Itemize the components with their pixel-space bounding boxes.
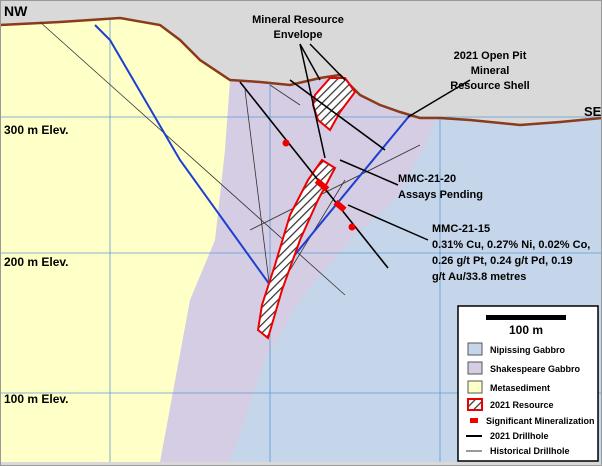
legend-label: 2021 Resource <box>490 400 554 410</box>
mineralization <box>282 139 356 231</box>
annotation: Resource Shell <box>450 80 529 92</box>
annotation: Mineral Resource <box>252 14 344 26</box>
annotation: Envelope <box>274 29 323 41</box>
annotation: g/t Au/33.8 metres <box>432 271 526 283</box>
elevation-label: 200 m Elev. <box>4 255 69 269</box>
legend-swatch <box>467 361 483 375</box>
legend-swatch <box>467 398 483 411</box>
leader-lines <box>299 43 471 241</box>
annotation: Mineral <box>471 65 510 77</box>
legend-swatch <box>467 342 483 356</box>
legend-label: Nipissing Gabbro <box>490 345 566 355</box>
grid <box>0 20 602 462</box>
annotation: 0.26 g/t Pt, 0.24 g/t Pd, 0.19 <box>432 255 573 267</box>
scale-bar <box>486 315 566 320</box>
annotation: MMC-21-15 <box>432 223 490 235</box>
legend-label: Shakespeare Gabbro <box>490 364 581 374</box>
legend-swatch <box>470 418 478 423</box>
metasediment <box>0 18 230 462</box>
annotation: Assays Pending <box>398 189 483 201</box>
pit-shell <box>94 24 411 287</box>
annotation: MMC-21-20 <box>398 173 456 185</box>
drillholes-2021 <box>239 79 389 269</box>
topography <box>0 16 602 127</box>
resource-lower <box>256 158 337 340</box>
legend-label: 2021 Drillhole <box>490 431 549 441</box>
scale-label: 100 m <box>509 323 543 337</box>
elevation-label: 100 m Elev. <box>4 392 69 406</box>
nw-label: NW <box>4 3 28 19</box>
annotation: 2021 Open Pit <box>454 50 527 62</box>
legend: 100 m Nipissing Gabbro Shakespeare Gabbr… <box>457 305 599 462</box>
annotation: 0.31% Cu, 0.27% Ni, 0.02% Co, <box>432 239 590 251</box>
legend-label: Significant Mineralization <box>486 416 595 426</box>
elevation-label: 300 m Elev. <box>4 123 69 137</box>
se-label: SE <box>584 104 602 119</box>
legend-label: Metasediment <box>490 383 550 393</box>
legend-swatch <box>467 380 483 394</box>
legend-label: Historical Drillhole <box>490 446 570 456</box>
